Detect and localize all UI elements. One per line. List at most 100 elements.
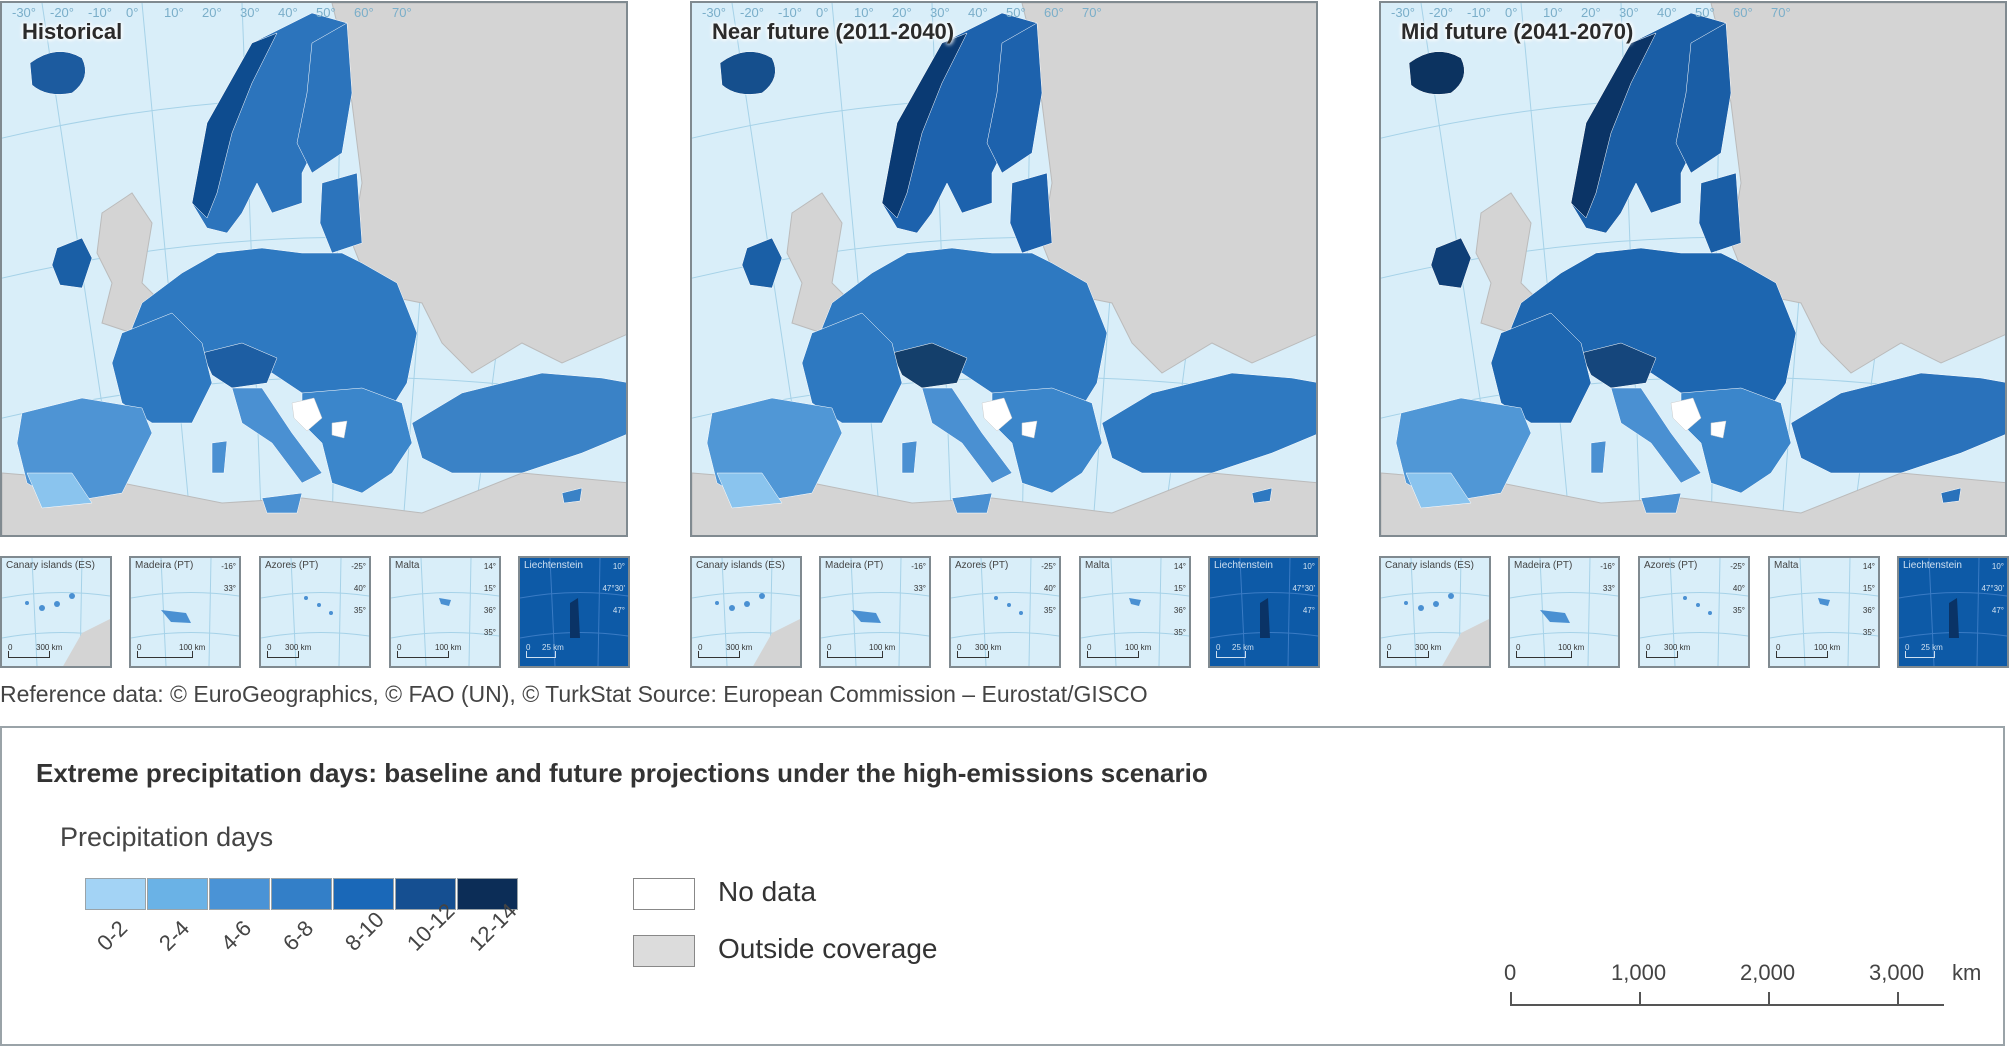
legend-swatch-label: 0-2	[92, 915, 133, 956]
inset-scale-label: 300 km	[285, 643, 312, 652]
inset-scale-label: 300 km	[1415, 643, 1442, 652]
inset-coord-label: 35°	[483, 628, 496, 637]
inset-coord-label: -16°	[1600, 562, 1615, 571]
inset-scale-bar	[526, 651, 556, 658]
inset-coord-label: 47°30'	[602, 584, 625, 593]
graticule-label: 40°	[278, 5, 298, 20]
inset-map-svg	[1899, 558, 2007, 666]
scale-bar	[1510, 992, 1944, 1006]
legend-swatch-2-4	[147, 878, 208, 910]
inset-label: Canary islands (ES)	[1385, 560, 1474, 571]
inset-label: Malta	[1085, 560, 1110, 571]
inset-map-svg	[131, 558, 239, 666]
inset-scale-label: 25 km	[1232, 643, 1254, 652]
scale-label: 2,000	[1740, 960, 1796, 985]
inset-coord-label: -16°	[911, 562, 926, 571]
inset-scale-bar	[137, 651, 193, 658]
graticule-label: 30°	[1619, 5, 1639, 20]
inset-map-svg	[821, 558, 929, 666]
graticule-label: 20°	[892, 5, 912, 20]
graticule-label: -30°	[702, 5, 726, 20]
outside-coverage-label: Outside coverage	[718, 933, 938, 964]
inset-map-svg	[1510, 558, 1618, 666]
inset-malta: Malta 0 100 km 14° 15° 36° 35°	[389, 556, 501, 668]
inset-liechtenstein: Liechtenstein 0 25 km 10° 47°30' 47°	[1897, 556, 2009, 668]
map-title: Mid future (2041-2070)	[1401, 19, 1634, 44]
inset-malta: Malta 0 100 km 14° 15° 36° 35°	[1079, 556, 1191, 668]
inset-madeira-pt: Madeira (PT) 0 100 km -16° 33°	[819, 556, 931, 668]
inset-map-svg	[1381, 558, 1489, 666]
legend-swatch-6-8	[271, 878, 332, 910]
inset-scale-bar	[1776, 651, 1828, 658]
europe-map-svg	[692, 3, 1316, 535]
inset-label: Liechtenstein	[524, 560, 583, 571]
inset-coord-label: 35°	[1732, 606, 1745, 615]
inset-coord-label: 47°30'	[1292, 584, 1315, 593]
graticule-label: 40°	[968, 5, 988, 20]
inset-scale-zero: 0	[1087, 643, 1092, 652]
graticule-label: 10°	[1543, 5, 1563, 20]
scale-tick	[1768, 992, 1770, 1004]
scale-label: 0	[1504, 960, 1517, 985]
outside-coverage-swatch	[633, 935, 695, 967]
inset-scale-label: 25 km	[1921, 643, 1943, 652]
inset-scale-label: 100 km	[179, 643, 206, 652]
inset-coord-label: 40°	[1043, 584, 1056, 593]
inset-coord-label: -25°	[1041, 562, 1056, 571]
europe-map-svg	[1381, 3, 2005, 535]
graticule-label: -20°	[740, 5, 764, 20]
legend-swatch-12-14	[457, 878, 518, 910]
inset-scale-zero: 0	[1646, 643, 1651, 652]
no-data-swatch	[633, 878, 695, 910]
graticule-label: 40°	[1657, 5, 1677, 20]
graticule-label: -30°	[1391, 5, 1415, 20]
inset-scale-bar	[827, 651, 883, 658]
inset-coord-label: 15°	[483, 584, 496, 593]
inset-map-svg	[1081, 558, 1189, 666]
inset-coord-label: 40°	[353, 584, 366, 593]
scale-unit: km	[1952, 960, 1982, 985]
graticule-label: 60°	[354, 5, 374, 20]
inset-scale-bar	[397, 651, 449, 658]
inset-map-svg	[520, 558, 628, 666]
inset-liechtenstein: Liechtenstein 0 25 km 10° 47°30' 47°	[1208, 556, 1320, 668]
inset-coord-label: 47°	[612, 606, 625, 615]
inset-scale-label: 100 km	[1814, 643, 1841, 652]
inset-malta: Malta 0 100 km 14° 15° 36° 35°	[1768, 556, 1880, 668]
inset-scale-zero: 0	[526, 643, 531, 652]
inset-label: Madeira (PT)	[1514, 560, 1573, 571]
inset-coord-label: 33°	[913, 584, 926, 593]
inset-azores-pt: Azores (PT) 0 300 km -25° 40° 35°	[1638, 556, 1750, 668]
inset-coord-label: 10°	[1991, 562, 2004, 571]
inset-scale-label: 100 km	[1558, 643, 1585, 652]
inset-scale-zero: 0	[267, 643, 272, 652]
inset-map-svg	[261, 558, 369, 666]
inset-scale-label: 100 km	[435, 643, 462, 652]
graticule-label: 0°	[1505, 5, 1518, 20]
inset-scale-label: 300 km	[36, 643, 63, 652]
graticule-label: -10°	[88, 5, 112, 20]
graticule-label: 70°	[1082, 5, 1102, 20]
graticule-label: 10°	[164, 5, 184, 20]
graticule-label: -30°	[12, 5, 36, 20]
inset-label: Malta	[395, 560, 420, 571]
inset-coord-label: 14°	[483, 562, 496, 571]
inset-coord-label: 14°	[1862, 562, 1875, 571]
graticule-label: -10°	[778, 5, 802, 20]
inset-scale-zero: 0	[1905, 643, 1910, 652]
inset-scale-label: 100 km	[1125, 643, 1152, 652]
inset-scale-bar	[1087, 651, 1139, 658]
inset-scale-bar	[1646, 651, 1678, 658]
inset-canary-islands-es: Canary islands (ES) 0 300 km	[1379, 556, 1491, 668]
inset-coord-label: 10°	[1302, 562, 1315, 571]
inset-scale-bar	[1905, 651, 1935, 658]
inset-scale-bar	[1216, 651, 1246, 658]
inset-scale-zero: 0	[1216, 643, 1221, 652]
europe-map-svg	[2, 3, 626, 535]
inset-coord-label: 47°	[1302, 606, 1315, 615]
inset-scale-bar	[698, 651, 740, 658]
inset-coord-label: 15°	[1173, 584, 1186, 593]
inset-map-svg	[1210, 558, 1318, 666]
scale-tick	[1510, 992, 1512, 1004]
inset-coord-label: 35°	[1043, 606, 1056, 615]
